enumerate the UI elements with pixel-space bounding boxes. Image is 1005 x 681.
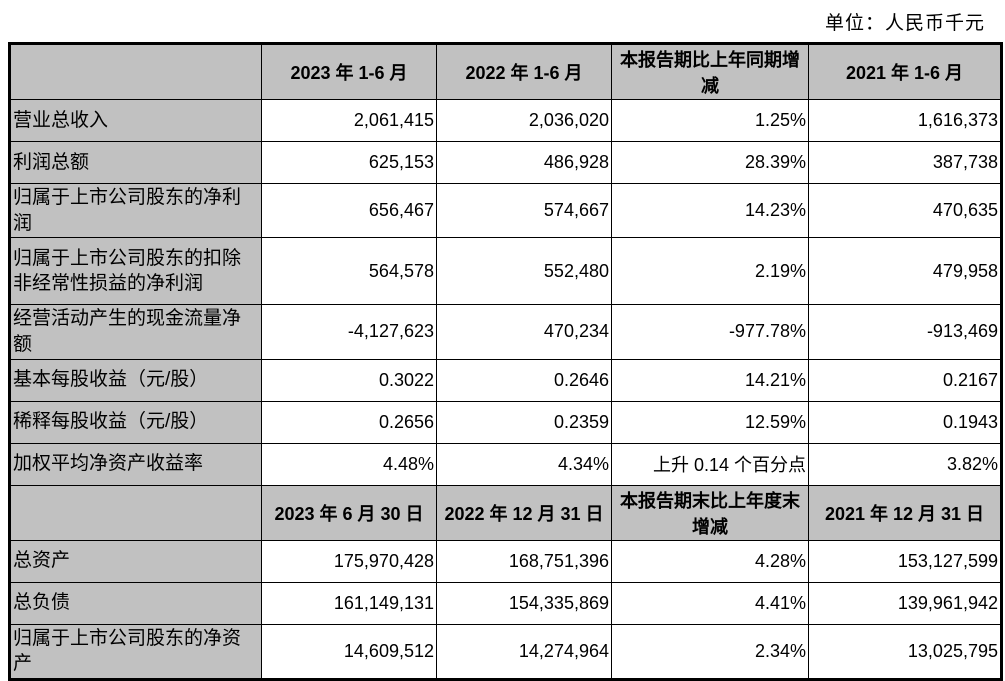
value-cell: 625,153 bbox=[261, 141, 437, 184]
header-row-date: 2023 年 6 月 30 日 2022 年 12 月 31 日 本报告期末比上… bbox=[9, 484, 1002, 541]
value-cell: 0.2656 bbox=[261, 400, 437, 444]
value-cell: 2,061,415 bbox=[261, 99, 437, 142]
table-row-operating-cash-flow: 经营活动产生的现金流量净额 -4,127,623 470,234 -977.78… bbox=[9, 304, 1002, 360]
value-cell: 0.2167 bbox=[808, 358, 1002, 402]
value-cell: 4.48% bbox=[261, 442, 437, 486]
value-cell: 2.19% bbox=[611, 237, 809, 306]
header-empty-cell bbox=[9, 484, 262, 541]
table-row-total-revenue: 营业总收入 2,061,415 2,036,020 1.25% 1,616,37… bbox=[9, 99, 1002, 142]
value-cell: 161,149,131 bbox=[261, 581, 437, 625]
row-label: 利润总额 bbox=[9, 141, 262, 184]
row-label: 总负债 bbox=[9, 581, 262, 625]
value-cell: 0.3022 bbox=[261, 358, 437, 402]
table-row-net-profit: 归属于上市公司股东的净利润 656,467 574,667 14.23% 470… bbox=[9, 182, 1002, 239]
value-cell: 4.28% bbox=[611, 539, 809, 583]
header-yoy-change: 本报告期比上年同期增减 bbox=[611, 43, 809, 100]
header-2022-h1: 2022 年 1-6 月 bbox=[436, 43, 612, 100]
value-cell: 28.39% bbox=[611, 141, 809, 184]
value-cell: 14.23% bbox=[611, 182, 809, 239]
header-eop-change: 本报告期末比上年度末增减 bbox=[611, 484, 809, 541]
value-cell: 2,036,020 bbox=[436, 99, 612, 142]
value-cell: 13,025,795 bbox=[808, 623, 1002, 680]
value-cell: 0.1943 bbox=[808, 400, 1002, 444]
value-cell: 168,751,396 bbox=[436, 539, 612, 583]
value-cell: 2.34% bbox=[611, 623, 809, 680]
value-cell: 486,928 bbox=[436, 141, 612, 184]
value-cell: 552,480 bbox=[436, 237, 612, 306]
value-cell: 12.59% bbox=[611, 400, 809, 444]
table-row-diluted-eps: 稀释每股收益（元/股） 0.2656 0.2359 12.59% 0.1943 bbox=[9, 400, 1002, 444]
row-label: 加权平均净资产收益率 bbox=[9, 442, 262, 486]
table-row-total-liabilities: 总负债 161,149,131 154,335,869 4.41% 139,96… bbox=[9, 581, 1002, 625]
financial-summary-table: 2023 年 1-6 月 2022 年 1-6 月 本报告期比上年同期增减 20… bbox=[8, 42, 1003, 681]
value-cell: 470,635 bbox=[808, 182, 1002, 239]
value-cell: 14,274,964 bbox=[436, 623, 612, 680]
row-label: 归属于上市公司股东的净利润 bbox=[9, 182, 262, 239]
value-cell: 564,578 bbox=[261, 237, 437, 306]
table-row-net-profit-excl-nonrecurring: 归属于上市公司股东的扣除非经常性损益的净利润 564,578 552,480 2… bbox=[9, 237, 1002, 306]
header-empty-cell bbox=[9, 43, 262, 100]
value-cell: 0.2646 bbox=[436, 358, 612, 402]
value-cell: 4.41% bbox=[611, 581, 809, 625]
table-row-weighted-avg-roe: 加权平均净资产收益率 4.48% 4.34% 上升 0.14 个百分点 3.82… bbox=[9, 442, 1002, 486]
value-cell: 3.82% bbox=[808, 442, 1002, 486]
table-row-net-assets: 归属于上市公司股东的净资产 14,609,512 14,274,964 2.34… bbox=[9, 623, 1002, 680]
header-2023-h1: 2023 年 1-6 月 bbox=[261, 43, 437, 100]
value-cell: 14.21% bbox=[611, 358, 809, 402]
row-label: 归属于上市公司股东的扣除非经常性损益的净利润 bbox=[9, 237, 262, 306]
value-cell: -4,127,623 bbox=[261, 304, 437, 360]
value-cell: 387,738 bbox=[808, 141, 1002, 184]
table-row-total-profit: 利润总额 625,153 486,928 28.39% 387,738 bbox=[9, 141, 1002, 184]
row-label: 基本每股收益（元/股） bbox=[9, 358, 262, 402]
value-cell: 1.25% bbox=[611, 99, 809, 142]
value-cell: -977.78% bbox=[611, 304, 809, 360]
value-cell: 4.34% bbox=[436, 442, 612, 486]
value-cell: 656,467 bbox=[261, 182, 437, 239]
value-cell: 0.2359 bbox=[436, 400, 612, 444]
row-label: 总资产 bbox=[9, 539, 262, 583]
value-cell: 1,616,373 bbox=[808, 99, 1002, 142]
value-cell: 574,667 bbox=[436, 182, 612, 239]
value-cell: 153,127,599 bbox=[808, 539, 1002, 583]
row-label: 归属于上市公司股东的净资产 bbox=[9, 623, 262, 680]
row-label: 稀释每股收益（元/股） bbox=[9, 400, 262, 444]
value-cell: -913,469 bbox=[808, 304, 1002, 360]
value-cell: 139,961,942 bbox=[808, 581, 1002, 625]
value-cell: 470,234 bbox=[436, 304, 612, 360]
value-cell: 14,609,512 bbox=[261, 623, 437, 680]
header-2022-12-31: 2022 年 12 月 31 日 bbox=[436, 484, 612, 541]
header-2021-h1: 2021 年 1-6 月 bbox=[808, 43, 1002, 100]
header-2023-06-30: 2023 年 6 月 30 日 bbox=[261, 484, 437, 541]
value-cell: 175,970,428 bbox=[261, 539, 437, 583]
row-label: 营业总收入 bbox=[9, 99, 262, 142]
unit-label: 单位：人民币千元 bbox=[824, 13, 985, 34]
header-2021-12-31: 2021 年 12 月 31 日 bbox=[808, 484, 1002, 541]
table-row-total-assets: 总资产 175,970,428 168,751,396 4.28% 153,12… bbox=[9, 539, 1002, 583]
value-cell: 154,335,869 bbox=[436, 581, 612, 625]
header-row-period: 2023 年 1-6 月 2022 年 1-6 月 本报告期比上年同期增减 20… bbox=[9, 43, 1002, 100]
table-row-basic-eps: 基本每股收益（元/股） 0.3022 0.2646 14.21% 0.2167 bbox=[9, 358, 1002, 402]
value-cell: 上升 0.14 个百分点 bbox=[611, 442, 809, 486]
row-label: 经营活动产生的现金流量净额 bbox=[9, 304, 262, 360]
value-cell: 479,958 bbox=[808, 237, 1002, 306]
